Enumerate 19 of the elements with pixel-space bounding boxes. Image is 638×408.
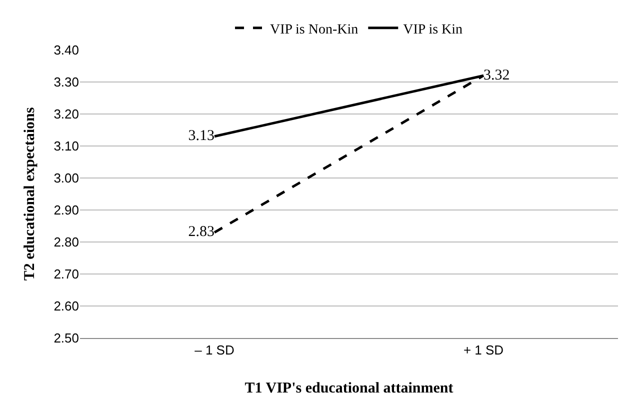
y-tick-label: 3.30: [54, 74, 79, 90]
y-axis-title: T2 educational expectaions: [22, 107, 38, 281]
y-tick-label: 3.10: [54, 138, 79, 154]
legend-label: VIP is Kin: [403, 22, 463, 38]
x-tick-label: – 1 SD: [194, 342, 234, 358]
legend-label: VIP is Non-Kin: [270, 22, 358, 38]
y-tick-label: 2.70: [54, 266, 79, 282]
data-label: 3.13: [188, 128, 214, 144]
y-tick-label: 3.20: [54, 106, 79, 122]
y-tick-label: 2.60: [54, 298, 79, 314]
x-tick-label: + 1 SD: [463, 342, 504, 358]
y-tick-label: 2.80: [54, 234, 79, 250]
data-label: 3.32: [484, 67, 510, 84]
y-tick-label: 3.40: [54, 42, 79, 58]
y-tick-label: 2.90: [54, 202, 79, 218]
y-tick-label: 2.50: [54, 330, 79, 346]
x-axis-title: T1 VIP's educational attainment: [244, 380, 454, 397]
data-label: 2.83: [188, 224, 214, 240]
y-tick-label: 3.00: [54, 170, 79, 186]
